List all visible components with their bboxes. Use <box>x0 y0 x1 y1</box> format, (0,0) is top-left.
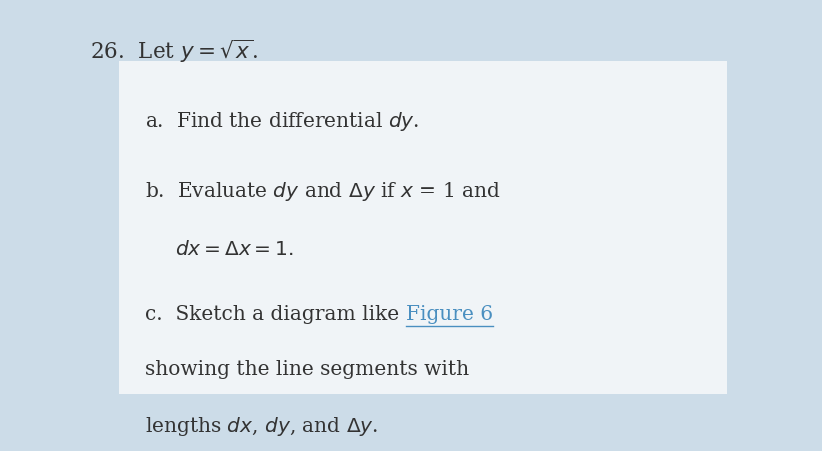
Text: lengths $dx$, $dy$, and $\Delta y$.: lengths $dx$, $dy$, and $\Delta y$. <box>145 415 378 438</box>
Text: 26.  Let $y = \sqrt{x}$.: 26. Let $y = \sqrt{x}$. <box>90 38 258 65</box>
Text: b.  Evaluate $dy$ and $\Delta y$ if $x$ = 1 and: b. Evaluate $dy$ and $\Delta y$ if $x$ =… <box>145 180 501 203</box>
Text: a.  Find the differential $dy$.: a. Find the differential $dy$. <box>145 110 419 133</box>
Text: c.  Sketch a diagram like: c. Sketch a diagram like <box>145 305 405 324</box>
Text: Figure 6: Figure 6 <box>405 305 492 324</box>
Text: showing the line segments with: showing the line segments with <box>145 360 469 379</box>
FancyBboxPatch shape <box>118 61 727 395</box>
Text: $dx = \Delta x = 1.$: $dx = \Delta x = 1.$ <box>175 240 293 259</box>
